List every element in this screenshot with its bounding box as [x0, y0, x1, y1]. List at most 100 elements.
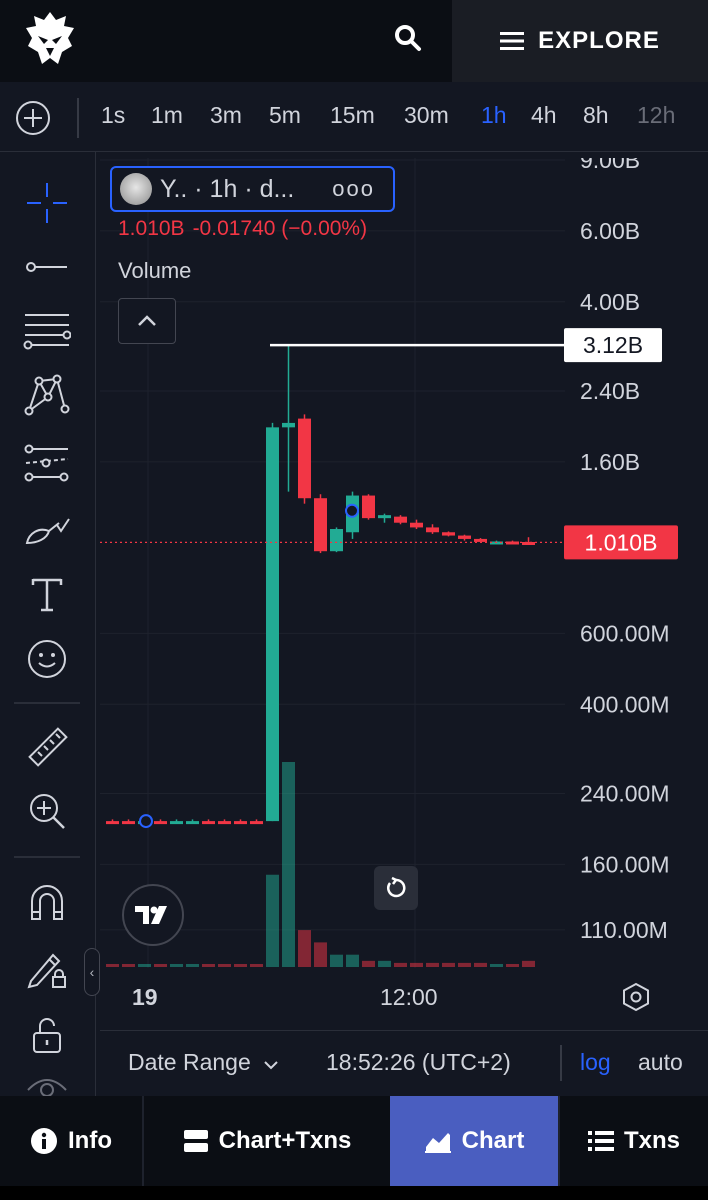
candle-body: [218, 821, 231, 825]
x-tick-label: 19: [132, 984, 158, 1010]
date-range-button[interactable]: Date Range: [128, 1049, 279, 1076]
candle-body: [122, 821, 135, 825]
candle-body: [362, 495, 375, 519]
toolbar-divider: [77, 98, 79, 138]
peak-price-tag: [564, 328, 662, 363]
timeframe-8h[interactable]: 8h: [583, 102, 609, 128]
clock-timezone[interactable]: 18:52:26 (UTC+2): [326, 1049, 511, 1075]
lock-drawing-tool[interactable]: [20, 942, 74, 996]
nav-txns-label: Txns: [623, 1127, 680, 1154]
peak-price-label: 3.12B: [583, 332, 643, 358]
ruler-tool[interactable]: [20, 720, 74, 774]
home-indicator-strip: [0, 1186, 708, 1200]
last-price-label: 1.010B: [585, 529, 658, 555]
time-range-bar: Date Range 18:52:26 (UTC+2) log auto: [100, 1030, 708, 1096]
zoom-in-tool[interactable]: [20, 784, 74, 838]
timeframe-12h[interactable]: 12h: [637, 102, 676, 128]
xabcd-pattern-tool[interactable]: [20, 368, 74, 422]
add-timeframe-button[interactable]: [14, 99, 52, 137]
explore-button[interactable]: EXPLORE: [452, 0, 708, 82]
volume-label: Volume: [118, 258, 192, 283]
emoji-icon: [28, 640, 66, 678]
reset-icon: [387, 876, 406, 898]
eagle-logo-icon[interactable]: [22, 10, 78, 68]
lock-tool[interactable]: [20, 1008, 74, 1062]
candle-body: [314, 498, 327, 552]
hide-drawings-tool[interactable]: [20, 1068, 74, 1096]
candle-body: [426, 527, 439, 533]
candle-body: [378, 515, 391, 519]
timeframe-4h[interactable]: 4h: [531, 102, 557, 128]
crosshair-icon: [27, 183, 67, 223]
volume-bar: [442, 962, 455, 967]
split-view-icon: [183, 1130, 208, 1152]
top-header: EXPLORE: [0, 0, 708, 82]
nav-chart-txns[interactable]: Chart+Txns: [144, 1096, 390, 1186]
collapse-toolbar-handle[interactable]: ‹: [84, 948, 100, 996]
text-tool[interactable]: [20, 568, 74, 622]
more-options-icon[interactable]: ooo: [332, 176, 375, 201]
volume-bar: [138, 964, 151, 967]
volume-bar: [506, 964, 519, 967]
nav-divider: [142, 1096, 144, 1186]
volume-bar: [314, 942, 327, 967]
candle-body: [298, 418, 311, 499]
reset-chart-button[interactable]: [374, 866, 418, 910]
symbol-label: Y.. · 1h · d...: [160, 174, 295, 203]
lock-icon: [33, 1018, 61, 1053]
candle-body: [506, 541, 519, 545]
volume-bar: [202, 964, 215, 967]
chart-pane[interactable]: 9.00B 6.00B 4.00B 2.40B 1.60B 600.00M 400.00M 2…: [100, 158, 708, 988]
volume-bar: [330, 954, 343, 967]
timeframe-30m[interactable]: 30m: [404, 102, 449, 128]
y-tick-label: 160.00M: [580, 851, 670, 877]
nav-divider: [558, 1096, 560, 1186]
volume-bar: [378, 960, 391, 967]
volume-bar: [218, 964, 231, 967]
drawing-toolbar: [0, 152, 96, 1096]
nav-info[interactable]: Info: [0, 1096, 142, 1186]
magnet-tool[interactable]: [20, 876, 74, 930]
candle-body: [458, 535, 471, 539]
auto-scale-toggle[interactable]: auto: [638, 1049, 683, 1075]
price-chart[interactable]: 9.00B 6.00B 4.00B 2.40B 1.60B 600.00M 400.00M 2…: [100, 158, 708, 988]
nav-txns[interactable]: Txns: [560, 1096, 708, 1186]
emoji-tool[interactable]: [20, 632, 74, 686]
nav-chart[interactable]: Chart: [390, 1096, 558, 1186]
crosshair-tool[interactable]: [20, 176, 74, 230]
parallel-channel-tool[interactable]: [20, 436, 74, 490]
y-tick-label: 1.60B: [580, 449, 640, 475]
volume-bar: [490, 964, 503, 967]
candle-body: [250, 821, 263, 825]
y-tick-label: 9.00B: [580, 158, 640, 173]
candle-body: [154, 821, 167, 825]
timeframe-1h[interactable]: 1h: [481, 102, 507, 128]
volume-bar: [250, 964, 263, 967]
search-icon: [395, 25, 421, 51]
fib-retracement-tool[interactable]: [20, 304, 74, 358]
candle-body: [266, 427, 279, 822]
y-tick-label: 600.00M: [580, 620, 670, 646]
timeframe-5m[interactable]: 5m: [269, 102, 301, 128]
legend-change: -0.01740 (−0.00%): [192, 217, 368, 240]
timeframe-1s[interactable]: 1s: [101, 102, 126, 128]
y-tick-label: 6.00B: [580, 218, 640, 244]
chevron-up-icon: [138, 315, 156, 326]
log-scale-toggle[interactable]: log: [580, 1049, 611, 1075]
y-tick-label: 110.00M: [580, 917, 668, 943]
plus-circle-icon: [16, 101, 50, 135]
collapse-legend-button[interactable]: [118, 298, 176, 344]
symbol-legend[interactable]: Y.. · 1h · d... ooo: [110, 166, 395, 212]
timeframe-1m[interactable]: 1m: [151, 102, 183, 128]
search-button[interactable]: [384, 16, 432, 60]
timeframe-15m[interactable]: 15m: [330, 102, 375, 128]
horizontal-line-tool[interactable]: [20, 240, 74, 294]
horizontal-line-icon: [26, 262, 67, 272]
brush-tool[interactable]: [20, 502, 74, 556]
candle-body: [106, 821, 119, 825]
timeframe-3m[interactable]: 3m: [210, 102, 242, 128]
chart-settings-button[interactable]: [618, 978, 654, 1016]
candle-body: [474, 538, 487, 542]
volume-bar: [282, 762, 295, 967]
tradingview-logo[interactable]: [122, 884, 184, 946]
